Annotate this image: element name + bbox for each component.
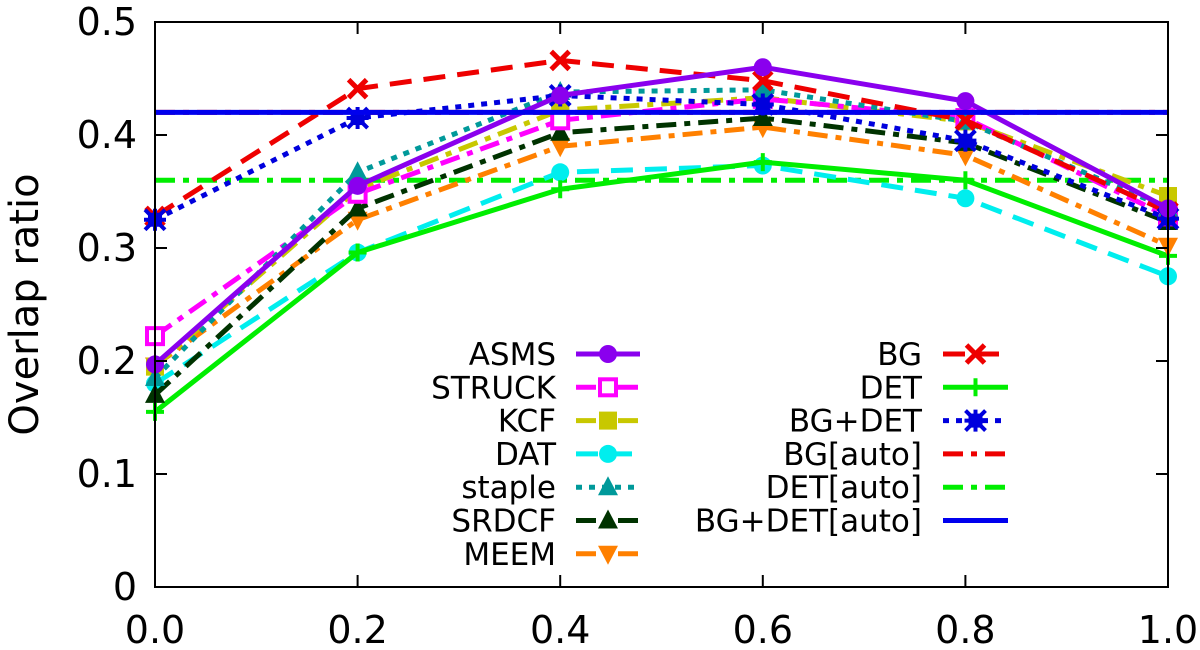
legend-item-asms: ASMS bbox=[469, 337, 640, 373]
legend-marker-asms bbox=[599, 345, 617, 363]
legend-marker-bg bbox=[964, 343, 987, 365]
legend-label: MEEM bbox=[463, 537, 556, 573]
data-point-det bbox=[753, 153, 772, 172]
legend-marker-kcf bbox=[599, 411, 617, 430]
series-srdcf bbox=[145, 107, 1178, 403]
legend-item-bg-det: BG+DET bbox=[789, 404, 1008, 440]
legend-marker-bg-det bbox=[964, 409, 987, 433]
legend-label: KCF bbox=[498, 404, 556, 440]
legend-label: DET bbox=[860, 370, 923, 406]
series-line-meem bbox=[153, 124, 1170, 368]
legend-item-srdcf: SRDCF bbox=[451, 504, 640, 540]
legend-marker-bg-det-rays bbox=[964, 409, 987, 433]
y-tick-label: 0.4 bbox=[77, 113, 137, 157]
data-point-det bbox=[551, 180, 570, 199]
legend-item-meem: MEEM bbox=[463, 537, 640, 573]
series-line-bg bbox=[153, 57, 1170, 219]
data-point-asms bbox=[348, 176, 367, 195]
data-point-bg-det bbox=[953, 129, 977, 153]
legend-label: BG+DET bbox=[789, 404, 923, 440]
series-line-struck bbox=[153, 96, 1170, 339]
data-point-meem bbox=[550, 138, 571, 158]
data-point-bg-det-rays bbox=[953, 129, 977, 153]
legend-label: DET[auto] bbox=[766, 470, 922, 506]
x-tick-label: 0.6 bbox=[733, 608, 793, 650]
data-point-bg bbox=[549, 49, 571, 72]
x-tick-label: 0.8 bbox=[935, 608, 995, 650]
data-point-srdcf bbox=[752, 107, 773, 127]
legend-label: BG[auto] bbox=[783, 437, 922, 473]
data-point-staple bbox=[347, 161, 368, 181]
legend-label: ASMS bbox=[469, 337, 556, 373]
x-tick-label: 0.4 bbox=[530, 608, 590, 650]
series-dat bbox=[146, 156, 1177, 393]
data-point-bg bbox=[346, 77, 369, 100]
data-point-dat bbox=[956, 189, 975, 208]
data-point-det bbox=[348, 243, 367, 262]
legend-label: SRDCF bbox=[451, 504, 556, 540]
legend-item-det-auto: DET[auto] bbox=[766, 470, 1008, 506]
legend-marker-meem bbox=[598, 545, 618, 565]
y-tick-label: 0.5 bbox=[77, 0, 137, 44]
data-point-bg-det-rays bbox=[346, 106, 370, 130]
series-line-det bbox=[153, 159, 1169, 414]
legend-item-bg-auto: BG[auto] bbox=[783, 437, 1008, 473]
legend-label: BG bbox=[877, 337, 922, 373]
y-tick-label: 0.2 bbox=[77, 339, 137, 383]
y-tick-label: 0.3 bbox=[77, 226, 137, 270]
series-line-dat bbox=[153, 163, 1169, 386]
series-line-asms bbox=[153, 64, 1170, 367]
x-tick-label: 0.2 bbox=[327, 608, 387, 650]
x-tick-label: 1.0 bbox=[1138, 608, 1198, 650]
x-tick-label: 0.0 bbox=[125, 608, 185, 650]
data-point-asms bbox=[753, 58, 772, 77]
legend-label: DAT bbox=[495, 437, 557, 473]
data-point-staple bbox=[752, 78, 773, 98]
y-axis-title: Overlap ratio bbox=[2, 173, 48, 435]
legend-marker-srdcf bbox=[598, 509, 618, 529]
legend-item-kcf: KCF bbox=[498, 404, 640, 440]
data-point-bg-det bbox=[751, 93, 775, 116]
legend: ASMSSTRUCKKCFDATstapleSRDCFMEEMBGDETBG+D… bbox=[431, 337, 1008, 573]
data-point-det bbox=[956, 171, 975, 190]
legend-label: STRUCK bbox=[431, 370, 556, 406]
legend-item-bg: BG bbox=[877, 337, 1008, 373]
legend-item-det: DET bbox=[860, 370, 1008, 406]
series-layer bbox=[143, 49, 1180, 421]
data-point-asms bbox=[551, 86, 570, 105]
data-point-srdcf bbox=[347, 197, 368, 217]
legend-item-staple: staple bbox=[461, 470, 640, 506]
axis-ticks: 0 0.1 0.2 0.3 0.4 0.5 0.0 0.2 0.4 0.6 0.8 1.0 bbox=[77, 0, 1199, 650]
legend-label: BG+DET[auto] bbox=[695, 504, 922, 540]
legend-marker-staple bbox=[598, 476, 618, 496]
data-point-meem bbox=[347, 211, 368, 231]
series-line-bg-det bbox=[153, 92, 1169, 222]
data-point-dat bbox=[551, 163, 570, 182]
plot-frame bbox=[154, 21, 1169, 588]
data-point-bg bbox=[752, 69, 774, 92]
data-point-bg-det-rays bbox=[751, 93, 775, 116]
data-point-srdcf bbox=[550, 121, 571, 141]
legend-item-struck: STRUCK bbox=[431, 370, 640, 406]
data-point-meem bbox=[955, 147, 976, 167]
legend-label: staple bbox=[461, 470, 556, 506]
legend-marker-dat bbox=[599, 444, 617, 463]
y-tick-label: 0 bbox=[113, 565, 137, 609]
legend-item-bg-det-auto: BG+DET[auto] bbox=[695, 504, 1008, 540]
legend-marker-struck bbox=[598, 377, 618, 398]
legend-item-dat: DAT bbox=[495, 437, 640, 473]
data-point-asms bbox=[956, 92, 975, 111]
series-meem bbox=[145, 119, 1178, 377]
legend-marker-det bbox=[966, 378, 985, 397]
y-tick-label: 0.1 bbox=[77, 452, 137, 496]
